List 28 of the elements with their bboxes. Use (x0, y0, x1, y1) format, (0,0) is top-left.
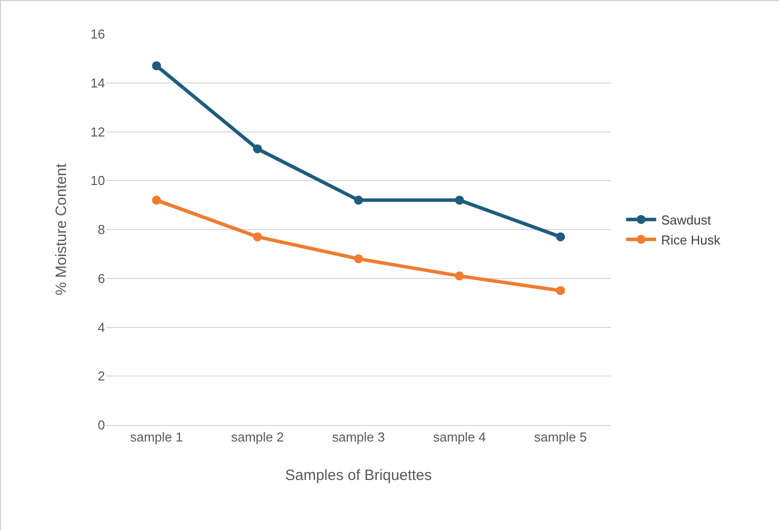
x-axis-title: Samples of Briquettes (285, 467, 432, 484)
point (152, 61, 161, 70)
point (455, 271, 464, 280)
y-tick-label: 14 (90, 75, 105, 90)
x-tick-label: sample 4 (433, 430, 486, 445)
y-tick-label: 8 (98, 222, 105, 238)
y-tick-label: 16 (90, 26, 105, 42)
y-axis-title: % Moisture Content (52, 162, 70, 296)
y-tick-label: 0 (98, 418, 105, 433)
point (152, 196, 161, 205)
point (455, 196, 464, 205)
x-tick-label: sample 2 (231, 430, 284, 445)
y-tick-label: 2 (98, 368, 105, 384)
y-tick-label: 6 (98, 270, 105, 286)
point (253, 144, 262, 154)
y-tick-label: 4 (98, 320, 105, 335)
point (354, 196, 363, 205)
y-tick-label: 10 (90, 173, 105, 188)
legend-label: Rice Husk (661, 232, 721, 248)
x-tick-label: sample 3 (332, 430, 385, 445)
point (556, 286, 565, 296)
point (253, 232, 262, 242)
x-tick-label: sample 5 (534, 430, 587, 445)
y-tick-label: 12 (90, 124, 105, 140)
legend-label: Sawdust (661, 212, 712, 228)
x-tick-label: sample 1 (130, 430, 183, 445)
point (354, 254, 363, 264)
point (556, 232, 565, 242)
